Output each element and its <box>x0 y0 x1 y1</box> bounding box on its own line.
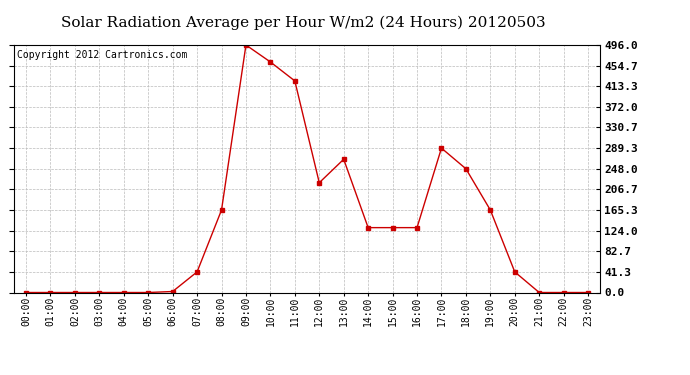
Text: Solar Radiation Average per Hour W/m2 (24 Hours) 20120503: Solar Radiation Average per Hour W/m2 (2… <box>61 15 546 30</box>
Text: Copyright 2012 Cartronics.com: Copyright 2012 Cartronics.com <box>17 50 187 60</box>
